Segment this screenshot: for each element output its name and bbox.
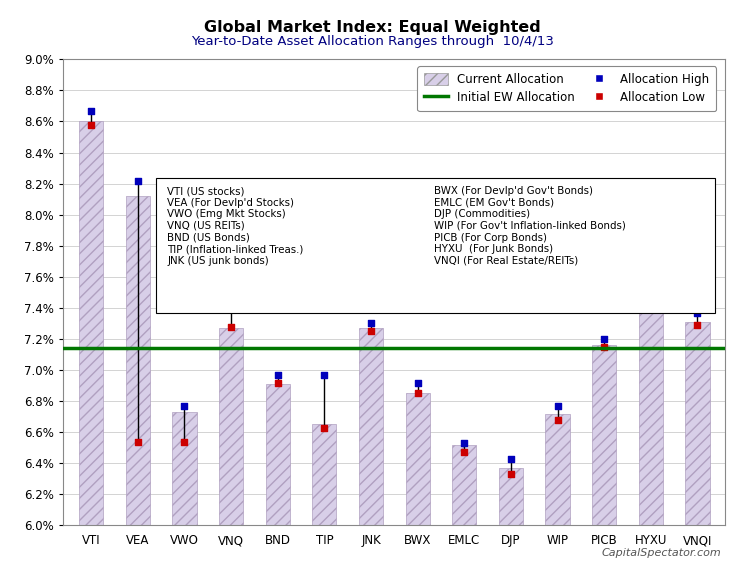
Bar [498,468,523,525]
Point [272,378,283,387]
Point [505,454,517,463]
Bar [638,288,663,525]
Point [365,319,377,328]
Point [505,470,517,479]
Bar [79,121,103,525]
Legend: Current Allocation, Initial EW Allocation, Allocation High, Allocation Low: Current Allocation, Initial EW Allocatio… [417,66,716,111]
Point [411,389,423,398]
Point [458,438,470,447]
Text: BWX (For Devlp'd Gov't Bonds)
EMLC (EM Gov't Bonds)
DJP (Commodities)
WIP (For G: BWX (For Devlp'd Gov't Bonds) EMLC (EM G… [434,186,626,266]
Point [645,285,657,294]
Point [179,437,190,446]
Point [132,437,144,446]
Bar [359,328,383,525]
FancyBboxPatch shape [156,178,716,314]
Point [598,342,610,351]
Point [691,308,703,317]
Bar [312,424,336,525]
Point [179,401,190,410]
Point [458,448,470,457]
Point [365,327,377,336]
Bar [266,384,290,525]
Bar [126,196,150,525]
Bar [685,322,710,525]
Point [318,423,330,432]
Bar [452,445,476,525]
Text: Year-to-Date Asset Allocation Ranges through  10/4/13: Year-to-Date Asset Allocation Ranges thr… [190,35,554,48]
Point [86,106,97,115]
Text: Global Market Index: Equal Weighted: Global Market Index: Equal Weighted [204,20,540,35]
Text: CapitalSpectator.com: CapitalSpectator.com [602,548,722,558]
Point [272,370,283,379]
Point [318,370,330,379]
Bar [405,393,430,525]
Point [225,322,237,331]
Bar [545,414,570,525]
Text: VTI (US stocks)
VEA (For Devlp'd Stocks)
VWO (Emg Mkt Stocks)
VNQ (US REITs)
BND: VTI (US stocks) VEA (For Devlp'd Stocks)… [167,186,304,266]
Point [86,120,97,129]
Point [551,401,563,410]
Bar [592,345,616,525]
Point [551,415,563,424]
Point [645,262,657,271]
Point [598,334,610,344]
Point [411,378,423,387]
Bar [219,328,243,525]
Point [225,301,237,310]
Point [132,176,144,185]
Point [691,320,703,329]
Bar [173,412,196,525]
